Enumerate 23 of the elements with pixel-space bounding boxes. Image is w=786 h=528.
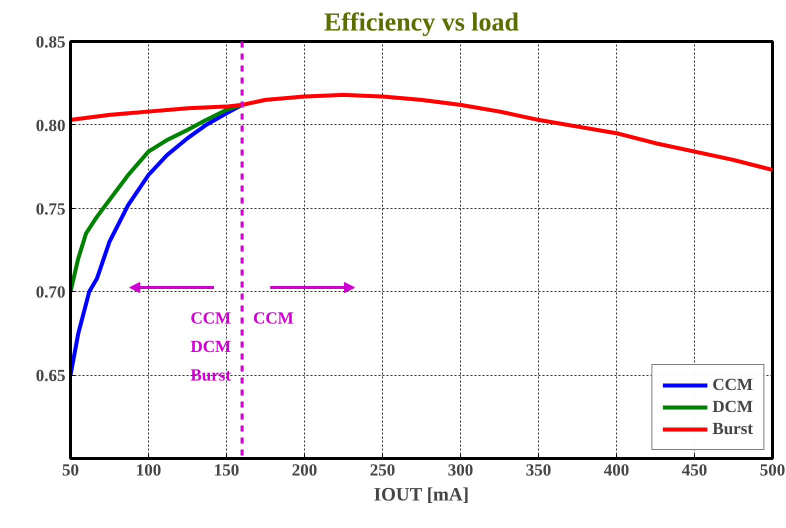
legend-label: DCM	[712, 397, 753, 417]
annotation: CCM	[253, 308, 294, 328]
annotation: CCM DCM Burst	[190, 308, 232, 384]
legend-label: Burst	[712, 419, 753, 439]
x-tick-label: 250	[370, 460, 396, 480]
x-axis-title: IOUT [mA]	[374, 484, 469, 506]
x-tick-label: 400	[604, 460, 630, 480]
x-tick-label: 100	[136, 460, 162, 480]
x-tick-label: 450	[682, 460, 708, 480]
y-tick-label: 0.75	[36, 199, 66, 218]
x-tick-label: 300	[448, 460, 474, 480]
x-tick-label: 200	[292, 460, 318, 480]
x-tick-label: 350	[526, 460, 552, 480]
line-series	[70, 92, 772, 172]
y-tick-label: 0.85	[36, 32, 66, 52]
y-tick-label: 0.65	[36, 366, 66, 386]
chart-title: Efficiency vs load	[324, 8, 520, 36]
y-tick-label: 0.70	[36, 282, 66, 302]
legend-label: CCM	[712, 375, 753, 395]
x-tick-label: 50	[62, 460, 79, 480]
x-tick-label: 150	[214, 460, 240, 480]
x-tick-label: 500	[760, 460, 786, 480]
y-tick-label: 0.80	[36, 116, 66, 135]
